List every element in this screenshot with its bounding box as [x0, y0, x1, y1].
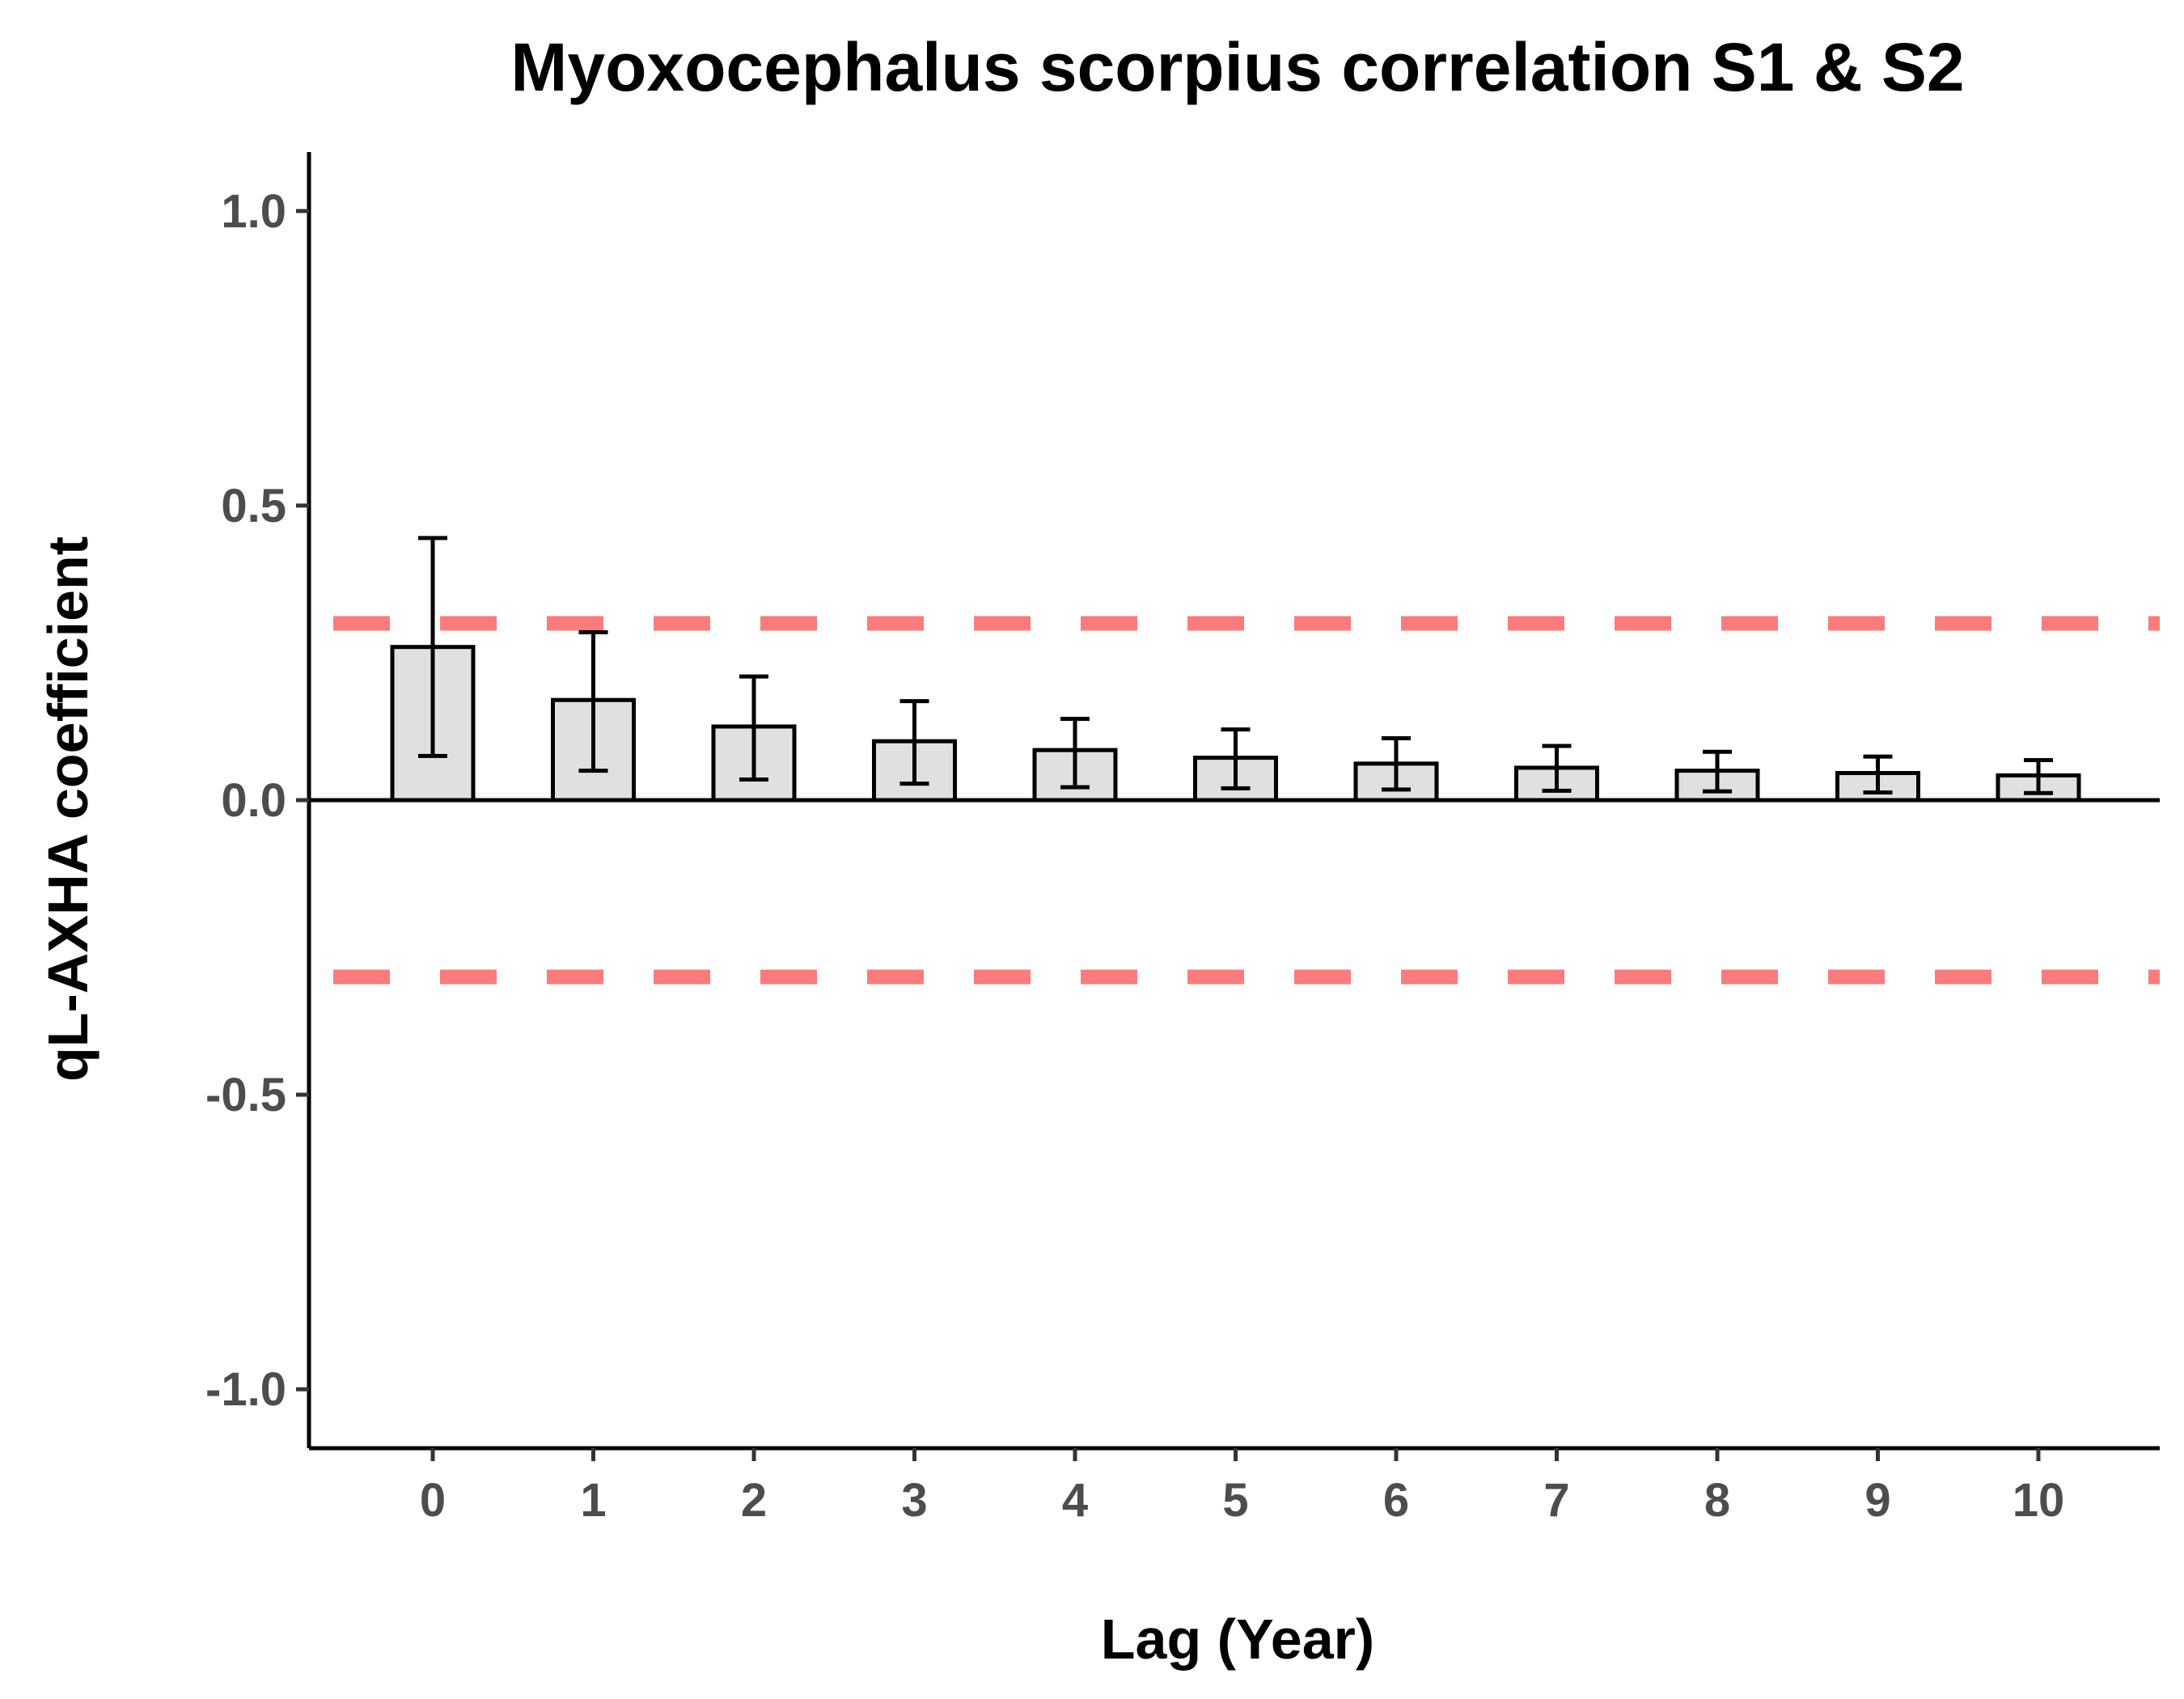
error-bar-3 — [899, 699, 929, 786]
y-tick-label: 1.0 — [221, 185, 286, 238]
x-tick-label: 7 — [1543, 1474, 1569, 1527]
error-bar-5 — [1221, 727, 1251, 790]
x-tick-label: 0 — [420, 1474, 446, 1527]
y-tick-label: -1.0 — [205, 1363, 286, 1416]
x-tick-label: 1 — [580, 1474, 606, 1527]
error-bar-6 — [1382, 736, 1411, 792]
chart-title: Myoxocephalus scorpius correlation S1 & … — [510, 29, 1964, 105]
x-tick-label: 3 — [901, 1474, 927, 1527]
error-bar-8 — [1703, 749, 1732, 794]
error-bar-2 — [739, 674, 768, 782]
y-tick-label: 0.5 — [221, 480, 286, 532]
error-bar-1 — [578, 629, 608, 773]
x-tick-label: 4 — [1062, 1474, 1088, 1527]
x-axis-title: Lag (Year) — [1101, 1608, 1374, 1671]
y-tick-label: 0.0 — [221, 774, 286, 827]
error-bar-9 — [1863, 754, 1893, 795]
x-tick-label: 2 — [741, 1474, 767, 1527]
x-ticks: 0 1 2 3 4 5 6 7 8 9 10 — [420, 1448, 2064, 1527]
bars — [390, 645, 2081, 803]
error-bar-4 — [1060, 717, 1090, 790]
error-bars — [418, 536, 2053, 795]
error-bar-0 — [418, 536, 447, 758]
x-tick-label: 9 — [1864, 1474, 1890, 1527]
x-tick-label: 5 — [1222, 1474, 1248, 1527]
x-tick-label: 8 — [1704, 1474, 1730, 1527]
error-bar-7 — [1542, 744, 1572, 793]
y-ticks: -1.0 -0.5 0.0 0.5 1.0 — [205, 185, 309, 1416]
x-tick-label: 6 — [1383, 1474, 1409, 1527]
y-tick-label: -0.5 — [205, 1069, 286, 1121]
error-bar-10 — [2024, 757, 2053, 795]
x-tick-label: 10 — [2013, 1474, 2065, 1527]
y-axis-title: qL-AXHA coefficient — [36, 536, 99, 1082]
reference-lines — [333, 616, 2160, 985]
